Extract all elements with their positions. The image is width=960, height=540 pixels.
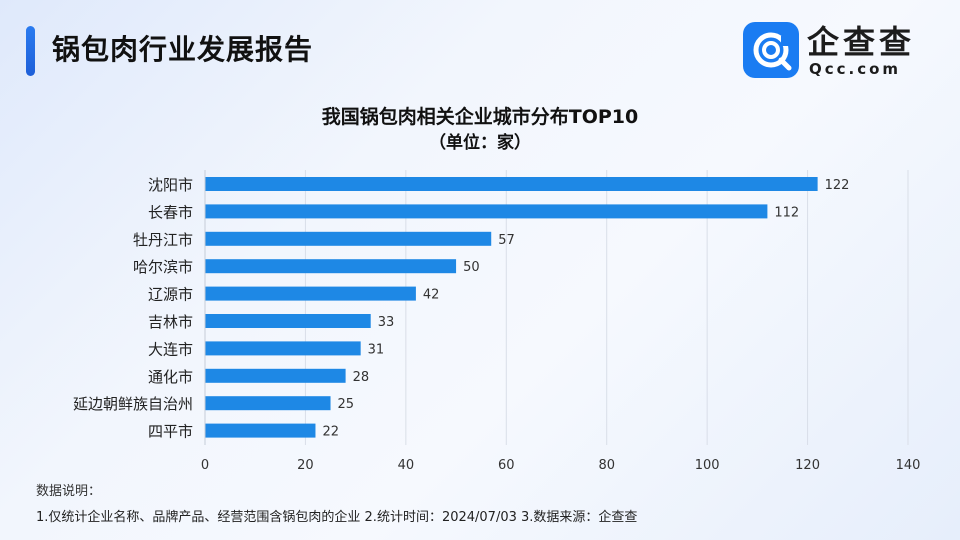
category-label: 沈阳市 — [148, 176, 193, 194]
x-tick-label: 80 — [598, 458, 615, 473]
bar — [205, 314, 371, 328]
category-label: 延边朝鲜族自治州 — [73, 395, 193, 413]
data-label: 22 — [322, 425, 339, 440]
category-label: 大连市 — [148, 340, 193, 358]
category-label: 长春市 — [148, 203, 193, 221]
qcc-logo-icon — [743, 22, 799, 78]
data-label: 57 — [498, 233, 515, 248]
notes-text: 1.仅统计企业名称、品牌产品、经营范围含锅包肉的企业 2.统计时间：2024/0… — [36, 510, 638, 525]
bar — [205, 341, 361, 356]
data-label: 25 — [338, 397, 355, 412]
report-title: 锅包肉行业发展报告 — [52, 33, 314, 66]
bar — [205, 204, 768, 219]
x-tick-label: 120 — [795, 458, 820, 473]
qcc-logo: 企查查 Qcc.com — [743, 22, 933, 80]
x-tick-label: 40 — [398, 458, 415, 473]
x-tick-label: 0 — [201, 458, 209, 473]
chart-unit: （单位：家） — [429, 133, 531, 153]
category-label: 牡丹江市 — [133, 231, 193, 249]
category-label: 吉林市 — [148, 313, 193, 331]
bar — [205, 259, 457, 274]
x-tick-label: 60 — [498, 458, 515, 473]
data-label: 42 — [423, 288, 440, 303]
category-label: 通化市 — [148, 368, 193, 386]
category-label: 辽源市 — [148, 286, 193, 304]
x-tick-label: 20 — [297, 458, 314, 473]
bar — [205, 423, 316, 438]
title-accent-bar — [26, 26, 35, 76]
category-label: 四平市 — [148, 423, 193, 441]
bar — [205, 286, 416, 301]
data-label: 112 — [774, 205, 799, 220]
chart-title: 我国锅包肉相关企业城市分布TOP10 — [321, 106, 639, 128]
data-label: 31 — [368, 342, 385, 357]
x-tick-label: 140 — [896, 458, 921, 473]
bar — [205, 396, 331, 411]
x-tick-label: 100 — [695, 458, 720, 473]
brand-domain: Qcc.com — [809, 60, 902, 78]
data-label: 122 — [825, 178, 850, 193]
data-label: 28 — [353, 370, 370, 385]
bar — [205, 231, 492, 246]
category-label: 哈尔滨市 — [133, 258, 193, 276]
brand-name: 企查查 — [807, 23, 916, 61]
data-label: 50 — [463, 260, 480, 275]
notes-heading: 数据说明： — [36, 484, 102, 499]
bar — [205, 177, 818, 191]
bar — [205, 368, 346, 383]
data-label: 33 — [378, 315, 395, 330]
